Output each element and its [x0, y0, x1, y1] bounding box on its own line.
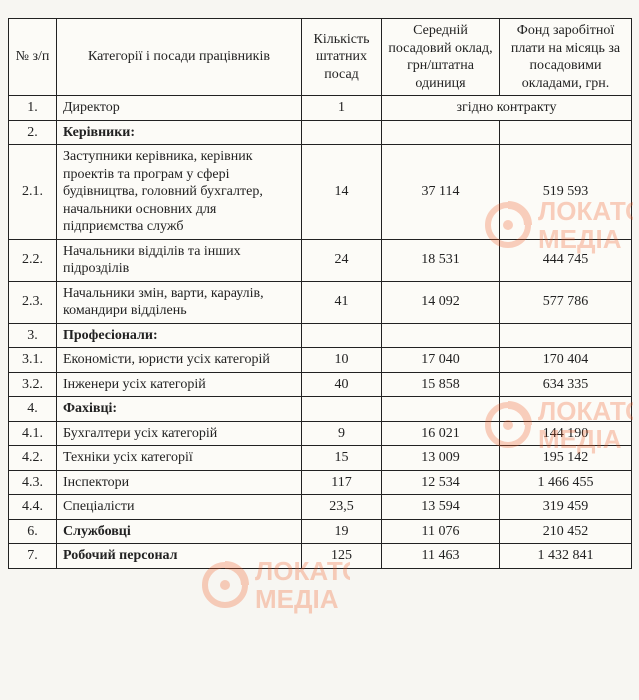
table-row: 1.Директор1згідно контракту	[9, 96, 632, 121]
table-row: 3.1.Економісти, юристи усіх категорій101…	[9, 348, 632, 373]
row-count: 125	[302, 544, 382, 569]
row-fund	[500, 120, 632, 145]
row-number: 4.2.	[9, 446, 57, 471]
row-salary: 37 114	[382, 145, 500, 240]
row-name: Інженери усіх категорій	[57, 372, 302, 397]
table-row: 2.1.Заступники керівника, керівник проек…	[9, 145, 632, 240]
row-number: 2.	[9, 120, 57, 145]
header-category: Категорії і посади працівників	[57, 19, 302, 96]
row-number: 4.4.	[9, 495, 57, 520]
row-fund: 319 459	[500, 495, 632, 520]
row-name: Керівники:	[57, 120, 302, 145]
table-header-row: № з/п Категорії і посади працівників Кіл…	[9, 19, 632, 96]
row-fund	[500, 323, 632, 348]
row-salary: 11 076	[382, 519, 500, 544]
row-number: 4.	[9, 397, 57, 422]
row-number: 3.2.	[9, 372, 57, 397]
row-number: 2.2.	[9, 239, 57, 281]
row-salary	[382, 120, 500, 145]
row-salary: 13 009	[382, 446, 500, 471]
row-fund: 444 745	[500, 239, 632, 281]
row-count: 24	[302, 239, 382, 281]
row-number: 3.	[9, 323, 57, 348]
row-name: Службовці	[57, 519, 302, 544]
row-number: 2.1.	[9, 145, 57, 240]
row-name: Професіонали:	[57, 323, 302, 348]
table-row: 4.3.Інспектори11712 5341 466 455	[9, 470, 632, 495]
row-number: 2.3.	[9, 281, 57, 323]
row-count: 9	[302, 421, 382, 446]
row-count	[302, 397, 382, 422]
table-row: 6.Службовці1911 076210 452	[9, 519, 632, 544]
table-row: 3.Професіонали:	[9, 323, 632, 348]
row-fund: 519 593	[500, 145, 632, 240]
row-number: 1.	[9, 96, 57, 121]
row-count: 10	[302, 348, 382, 373]
row-fund: 170 404	[500, 348, 632, 373]
row-name: Інспектори	[57, 470, 302, 495]
row-salary	[382, 323, 500, 348]
salary-table: № з/п Категорії і посади працівників Кіл…	[8, 18, 632, 569]
row-count	[302, 120, 382, 145]
row-fund: 1 432 841	[500, 544, 632, 569]
header-fund: Фонд заробітної плати на місяць за посад…	[500, 19, 632, 96]
table-row: 2.Керівники:	[9, 120, 632, 145]
row-count: 40	[302, 372, 382, 397]
row-salary: 11 463	[382, 544, 500, 569]
row-salary: 12 534	[382, 470, 500, 495]
row-count: 15	[302, 446, 382, 471]
row-fund: 577 786	[500, 281, 632, 323]
header-salary: Середній посадовий оклад, грн/штатна оди…	[382, 19, 500, 96]
row-name: Начальники відділів та інших підрозділів	[57, 239, 302, 281]
table-row: 4.1.Бухгалтери усіх категорій916 021144 …	[9, 421, 632, 446]
row-count: 41	[302, 281, 382, 323]
page: ЛОКАТОР МЕДІА ЛОКАТОР МЕДІА ЛОКАТОР МЕДІ…	[0, 0, 639, 700]
row-number: 4.3.	[9, 470, 57, 495]
row-name: Бухгалтери усіх категорій	[57, 421, 302, 446]
row-count: 23,5	[302, 495, 382, 520]
row-fund: 195 142	[500, 446, 632, 471]
row-count: 19	[302, 519, 382, 544]
row-count: 117	[302, 470, 382, 495]
table-row: 4.2.Техніки усіх категорії1513 009195 14…	[9, 446, 632, 471]
table-row: 2.2.Начальники відділів та інших підрозд…	[9, 239, 632, 281]
row-fund: 210 452	[500, 519, 632, 544]
row-name: Економісти, юристи усіх категорій	[57, 348, 302, 373]
row-salary: 15 858	[382, 372, 500, 397]
row-fund	[500, 397, 632, 422]
row-salary: 17 040	[382, 348, 500, 373]
row-number: 4.1.	[9, 421, 57, 446]
header-count: Кількість штатних посад	[302, 19, 382, 96]
row-salary: 16 021	[382, 421, 500, 446]
row-name: Фахівці:	[57, 397, 302, 422]
row-name: Робочий персонал	[57, 544, 302, 569]
table-row: 4.4.Спеціалісти23,513 594319 459	[9, 495, 632, 520]
row-number: 6.	[9, 519, 57, 544]
table-row: 4.Фахівці:	[9, 397, 632, 422]
row-salary: 13 594	[382, 495, 500, 520]
header-number: № з/п	[9, 19, 57, 96]
table-row: 7.Робочий персонал12511 4631 432 841	[9, 544, 632, 569]
svg-text:МЕДІА: МЕДІА	[255, 584, 339, 614]
row-name: Директор	[57, 96, 302, 121]
row-fund: 144 190	[500, 421, 632, 446]
row-salary: 14 092	[382, 281, 500, 323]
row-name: Спеціалісти	[57, 495, 302, 520]
row-number: 3.1.	[9, 348, 57, 373]
row-salary	[382, 397, 500, 422]
row-count	[302, 323, 382, 348]
row-count: 1	[302, 96, 382, 121]
row-fund: 1 466 455	[500, 470, 632, 495]
row-name: Заступники керівника, керівник проектів …	[57, 145, 302, 240]
row-fund: 634 335	[500, 372, 632, 397]
row-name: Начальники змін, варти, караулів, команд…	[57, 281, 302, 323]
row-salary: 18 531	[382, 239, 500, 281]
table-row: 2.3.Начальники змін, варти, караулів, ко…	[9, 281, 632, 323]
row-number: 7.	[9, 544, 57, 569]
contract-note: згідно контракту	[382, 96, 632, 121]
row-name: Техніки усіх категорії	[57, 446, 302, 471]
row-count: 14	[302, 145, 382, 240]
table-row: 3.2.Інженери усіх категорій4015 858634 3…	[9, 372, 632, 397]
